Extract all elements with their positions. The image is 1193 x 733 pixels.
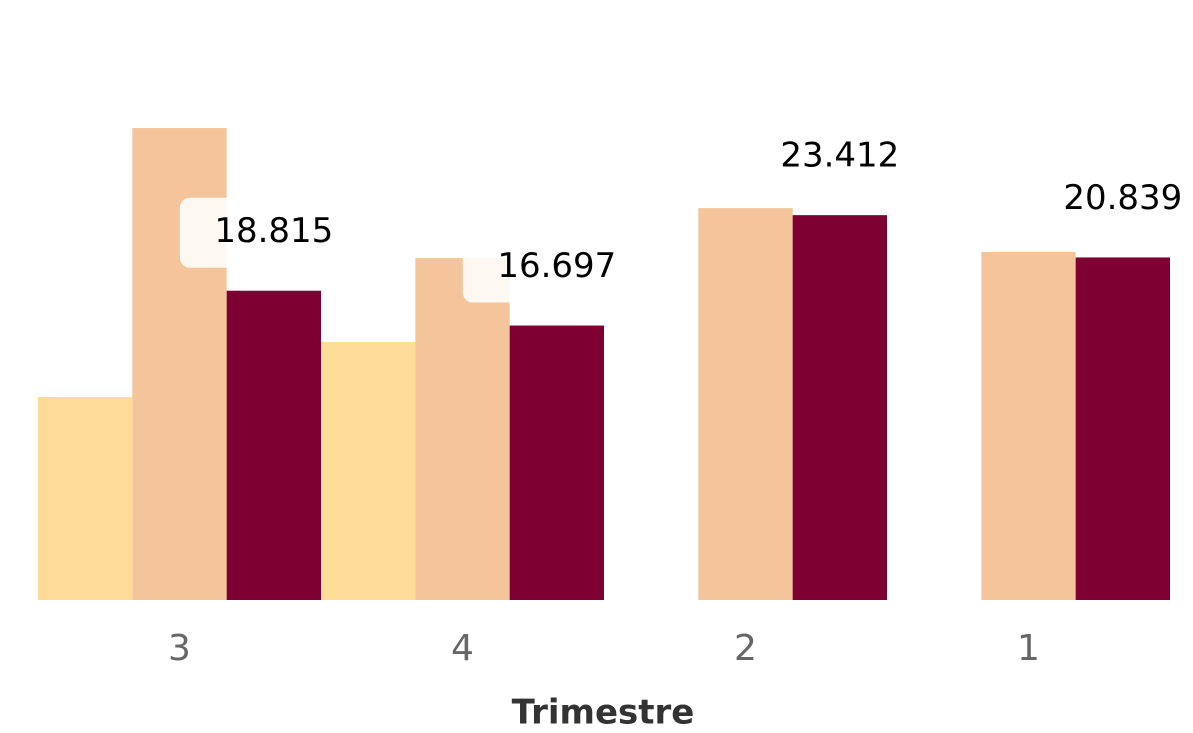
bar	[415, 258, 510, 600]
bar	[698, 208, 793, 600]
data-label-background	[179, 197, 368, 268]
data-label: 23.412	[780, 136, 899, 176]
x-tick-label: 4	[451, 628, 474, 669]
bar	[792, 215, 887, 600]
data-label: 20.839	[1063, 178, 1182, 218]
bar	[981, 252, 1076, 600]
bar	[1075, 257, 1170, 600]
bar	[38, 396, 133, 600]
x-tick-label: 1	[1017, 628, 1040, 669]
data-label-background	[462, 232, 651, 303]
bar	[509, 325, 604, 600]
bar	[321, 342, 416, 600]
x-tick-label: 3	[168, 628, 191, 669]
x-axis-label: Trimestre	[512, 693, 695, 733]
data-label-background	[1028, 164, 1193, 235]
data-label: 18.815	[214, 211, 333, 251]
data-label-background	[745, 122, 934, 193]
bar	[226, 290, 321, 600]
data-label: 16.697	[497, 246, 616, 286]
x-tick-label: 2	[734, 628, 757, 669]
